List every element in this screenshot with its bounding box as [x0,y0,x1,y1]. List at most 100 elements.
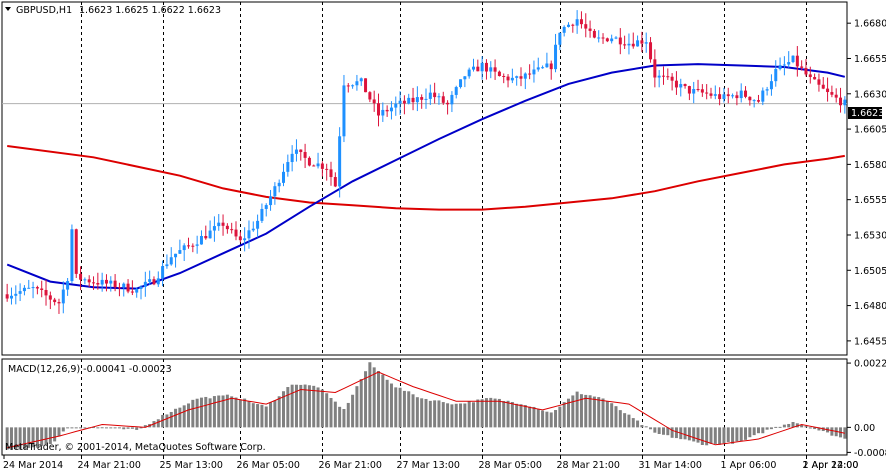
candle-body [735,95,739,99]
candle-body [670,76,674,81]
candle-body [575,19,579,26]
candle-body [756,100,760,102]
candle-body [238,236,242,241]
macd-histogram-bar [269,402,273,428]
macd-histogram-bar [53,427,57,442]
candle-body [66,281,70,290]
macd-histogram-bar [307,385,311,428]
candle-body [122,283,126,288]
candle-body [79,273,83,280]
macd-histogram-bar [549,412,553,428]
candle-body [653,59,657,78]
ohlc-readout: 1.6623 1.6625 1.6622 1.6623 [79,5,221,16]
macd-histogram-bar [782,424,786,428]
macd-histogram-bar [683,427,687,440]
candle-body [342,85,346,137]
candle-body [627,43,631,46]
candle-body [705,92,709,94]
macd-histogram-bar [497,398,501,428]
macd-histogram-bar [109,427,113,429]
price-candles[interactable] [5,10,847,314]
macd-histogram-bar [199,397,203,428]
price-tick-label: 1.6655 [854,54,886,65]
candle-body [631,43,635,47]
macd-histogram-bar [204,396,208,428]
macd-histogram-bar [532,406,536,428]
macd-histogram-bar [795,423,799,428]
candle-body [161,266,165,279]
candle-body [709,93,713,96]
macd-histogram-bar [467,401,471,428]
candle-body [562,26,566,33]
candle-body [731,95,735,97]
macd-histogram [5,362,847,450]
macd-tick-label: 0.00221 [854,359,886,370]
macd-histogram-bar [174,408,178,428]
macd-signal-path [7,371,845,449]
macd-histogram-bar [329,397,333,428]
candle-body [234,229,238,237]
candle-body [260,208,264,221]
candle-body [217,222,221,227]
macd-histogram-bar [731,427,735,444]
candle-body [523,73,527,79]
macd-histogram-bar [294,384,298,428]
macd-histogram-bar [614,406,618,428]
candle-body [649,42,653,60]
current-price-label: 1.6623 [851,108,884,119]
candle-body [545,63,549,68]
macd-histogram-bar [592,396,596,428]
macd-histogram-bar [420,398,424,428]
macd-histogram-bar [35,427,39,448]
macd-tick-label: 0.00 [854,423,875,434]
macd-histogram-bar [191,399,195,428]
candle-body [113,280,117,288]
macd-histogram-bar [661,427,665,435]
macd-histogram-bar [428,400,432,428]
macd-histogram-bar [139,427,143,429]
macd-histogram-bar [515,403,519,428]
candle-body [601,37,605,39]
macd-histogram-bar [18,427,22,450]
candle-body [31,287,35,289]
candle-body [813,77,817,80]
macd-histogram-bar [234,397,238,428]
candle-body [22,287,26,292]
macd-histogram-bar [143,425,147,428]
candle-body [100,279,104,285]
candle-body [510,77,514,81]
candle-body [61,289,65,304]
macd-histogram-bar [562,402,566,428]
candle-body [398,100,402,104]
candle-body [549,63,553,70]
candle-body [674,80,678,88]
time-tick-label: 28 Mar 21:00 [557,460,620,471]
macd-histogram-bar [817,427,821,431]
macd-histogram-bar [687,427,691,441]
candle-body [264,205,268,209]
main-chart-border [1,1,848,356]
macd-histogram-bar [843,427,847,439]
candle-body [402,100,406,104]
candle-body [104,279,108,284]
candle-body [372,99,376,104]
candle-body [843,99,847,106]
candle-body [212,226,216,231]
macd-histogram-bar [251,403,255,428]
symbol-timeframe-label: GBPUSD,H1 [16,5,72,16]
macd-histogram-bar [588,395,592,428]
candle-body [597,37,601,39]
candle-body [312,165,316,167]
macd-histogram-bar [325,393,329,428]
macd-histogram-bar [161,414,165,428]
macd-histogram-bar [450,404,454,428]
dropdown-arrow-icon[interactable] [5,7,11,11]
candle-body [92,282,96,284]
candle-body [48,295,52,300]
candle-body [355,81,359,86]
candle-body [795,55,799,67]
candle-body [83,279,87,281]
time-tick-label: 31 Mar 14:00 [639,460,702,471]
candle-body [618,37,622,45]
